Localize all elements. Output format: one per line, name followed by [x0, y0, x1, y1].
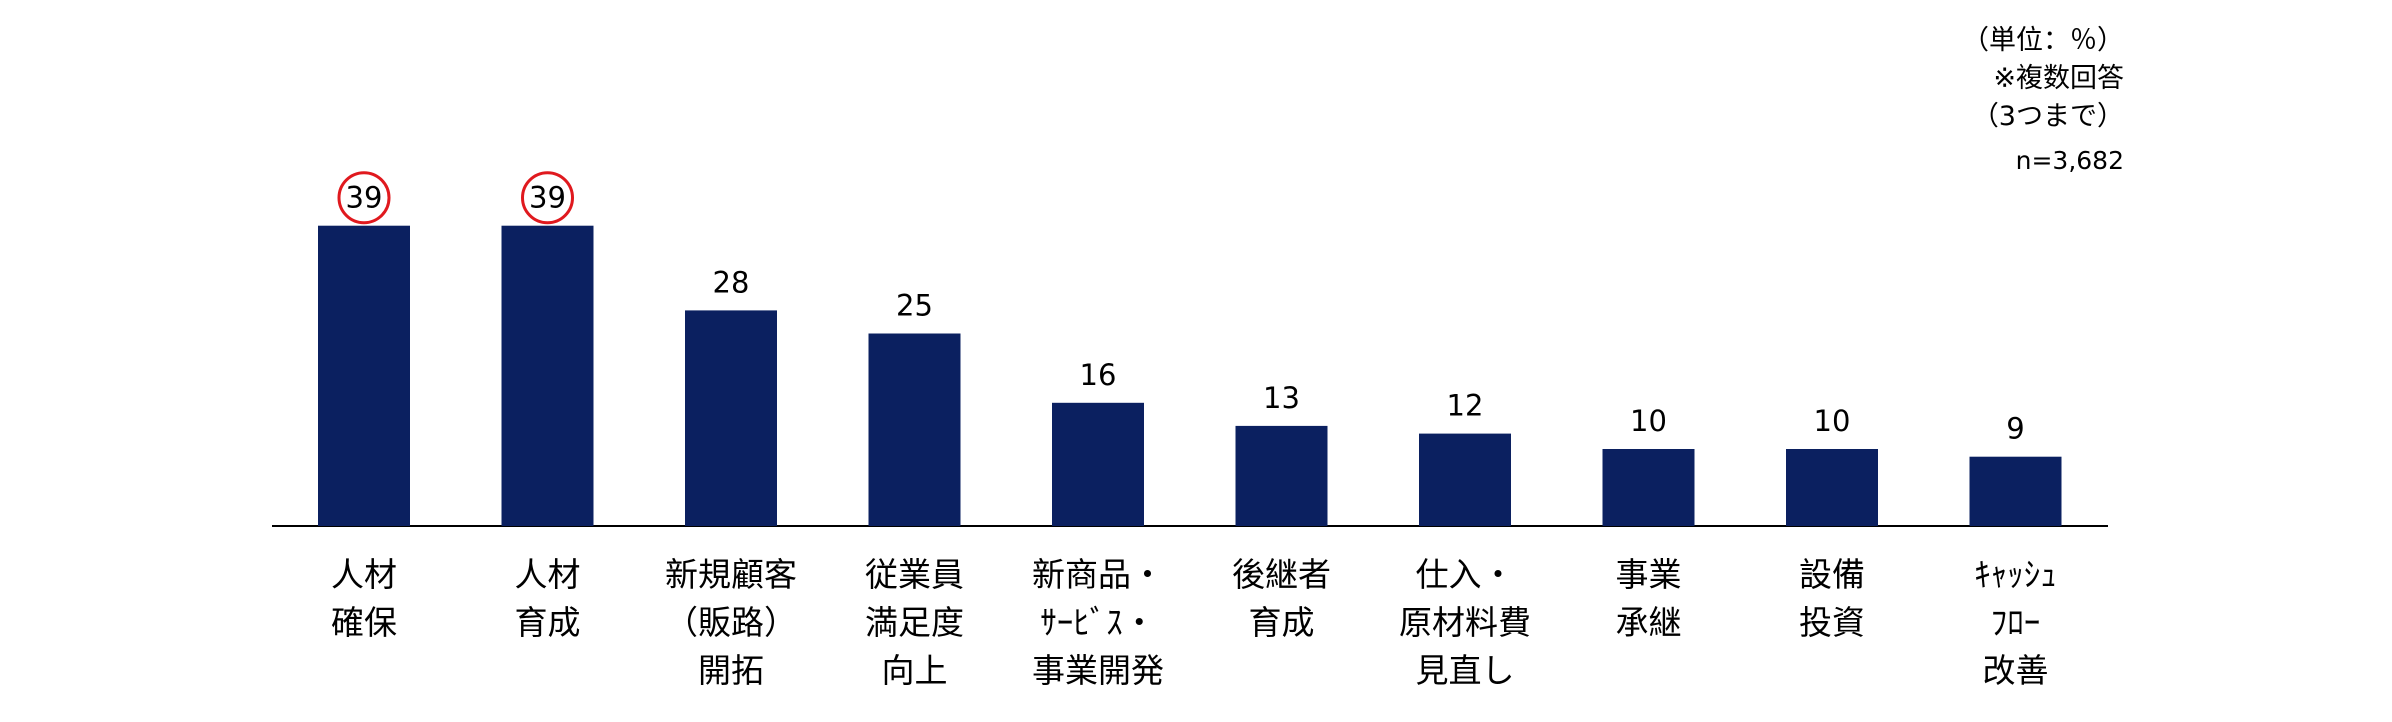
note-sample-size: n=3,682 [2015, 146, 2124, 175]
category-label: 仕入・ [1416, 555, 1515, 594]
category-label: ｷｬｯｼｭ [1974, 555, 2057, 594]
category-label: 原材料費 [1399, 603, 1531, 642]
category-label: 育成 [1249, 603, 1315, 642]
data-label: 16 [1080, 358, 1117, 392]
category-label: 事業 [1616, 555, 1682, 594]
category-label: 育成 [515, 603, 581, 642]
category-label: 承継 [1616, 603, 1682, 642]
category-label: 改善 [1983, 651, 2049, 690]
category-label: （販路） [665, 603, 797, 642]
category-label: 投資 [1799, 603, 1865, 642]
highlight-circle [521, 171, 574, 225]
category-label: 設備 [1799, 555, 1865, 594]
note-unit: （単位：％） [1962, 25, 2124, 56]
bar [1419, 433, 1511, 526]
category-label: 向上 [882, 651, 948, 690]
data-label: 10 [1630, 404, 1667, 438]
data-label: 28 [713, 265, 750, 299]
category-label: 後継者 [1232, 555, 1331, 594]
data-label: 9 [2006, 412, 2024, 446]
bar [868, 333, 961, 526]
category-label: 人材 [331, 555, 397, 594]
category-label: 事業開発 [1032, 651, 1164, 690]
bar [318, 225, 410, 526]
category-label: 開拓 [698, 651, 764, 690]
category-label: 満足度 [865, 603, 964, 642]
category-label: 新規顧客 [665, 555, 797, 594]
bar [1602, 449, 1695, 526]
data-label: 12 [1447, 389, 1484, 423]
data-label: 25 [896, 289, 933, 323]
note-answer-limit: （3つまで） [1971, 101, 2124, 132]
data-label: 39 [529, 181, 566, 215]
data-label: 13 [1263, 381, 1300, 415]
bar [501, 225, 594, 526]
bar [685, 310, 777, 526]
category-label: 新商品・ [1032, 555, 1164, 594]
category-label: 確保 [331, 603, 397, 642]
category-label: ﾌﾛｰ [1991, 603, 2041, 642]
bar [1786, 449, 1878, 526]
bar [1235, 425, 1328, 526]
category-label: 従業員 [865, 555, 964, 594]
category-label: 人材 [515, 555, 581, 594]
note-multiple-answers: ※複数回答 [1993, 63, 2124, 94]
bar [1969, 456, 2062, 526]
highlight-circle [337, 171, 391, 225]
bar [1052, 402, 1144, 526]
category-label: ｻｰﾋﾞｽ・ [1040, 603, 1156, 642]
data-label: 39 [346, 181, 383, 215]
category-label: 見直し [1416, 651, 1515, 690]
data-label: 10 [1814, 404, 1851, 438]
